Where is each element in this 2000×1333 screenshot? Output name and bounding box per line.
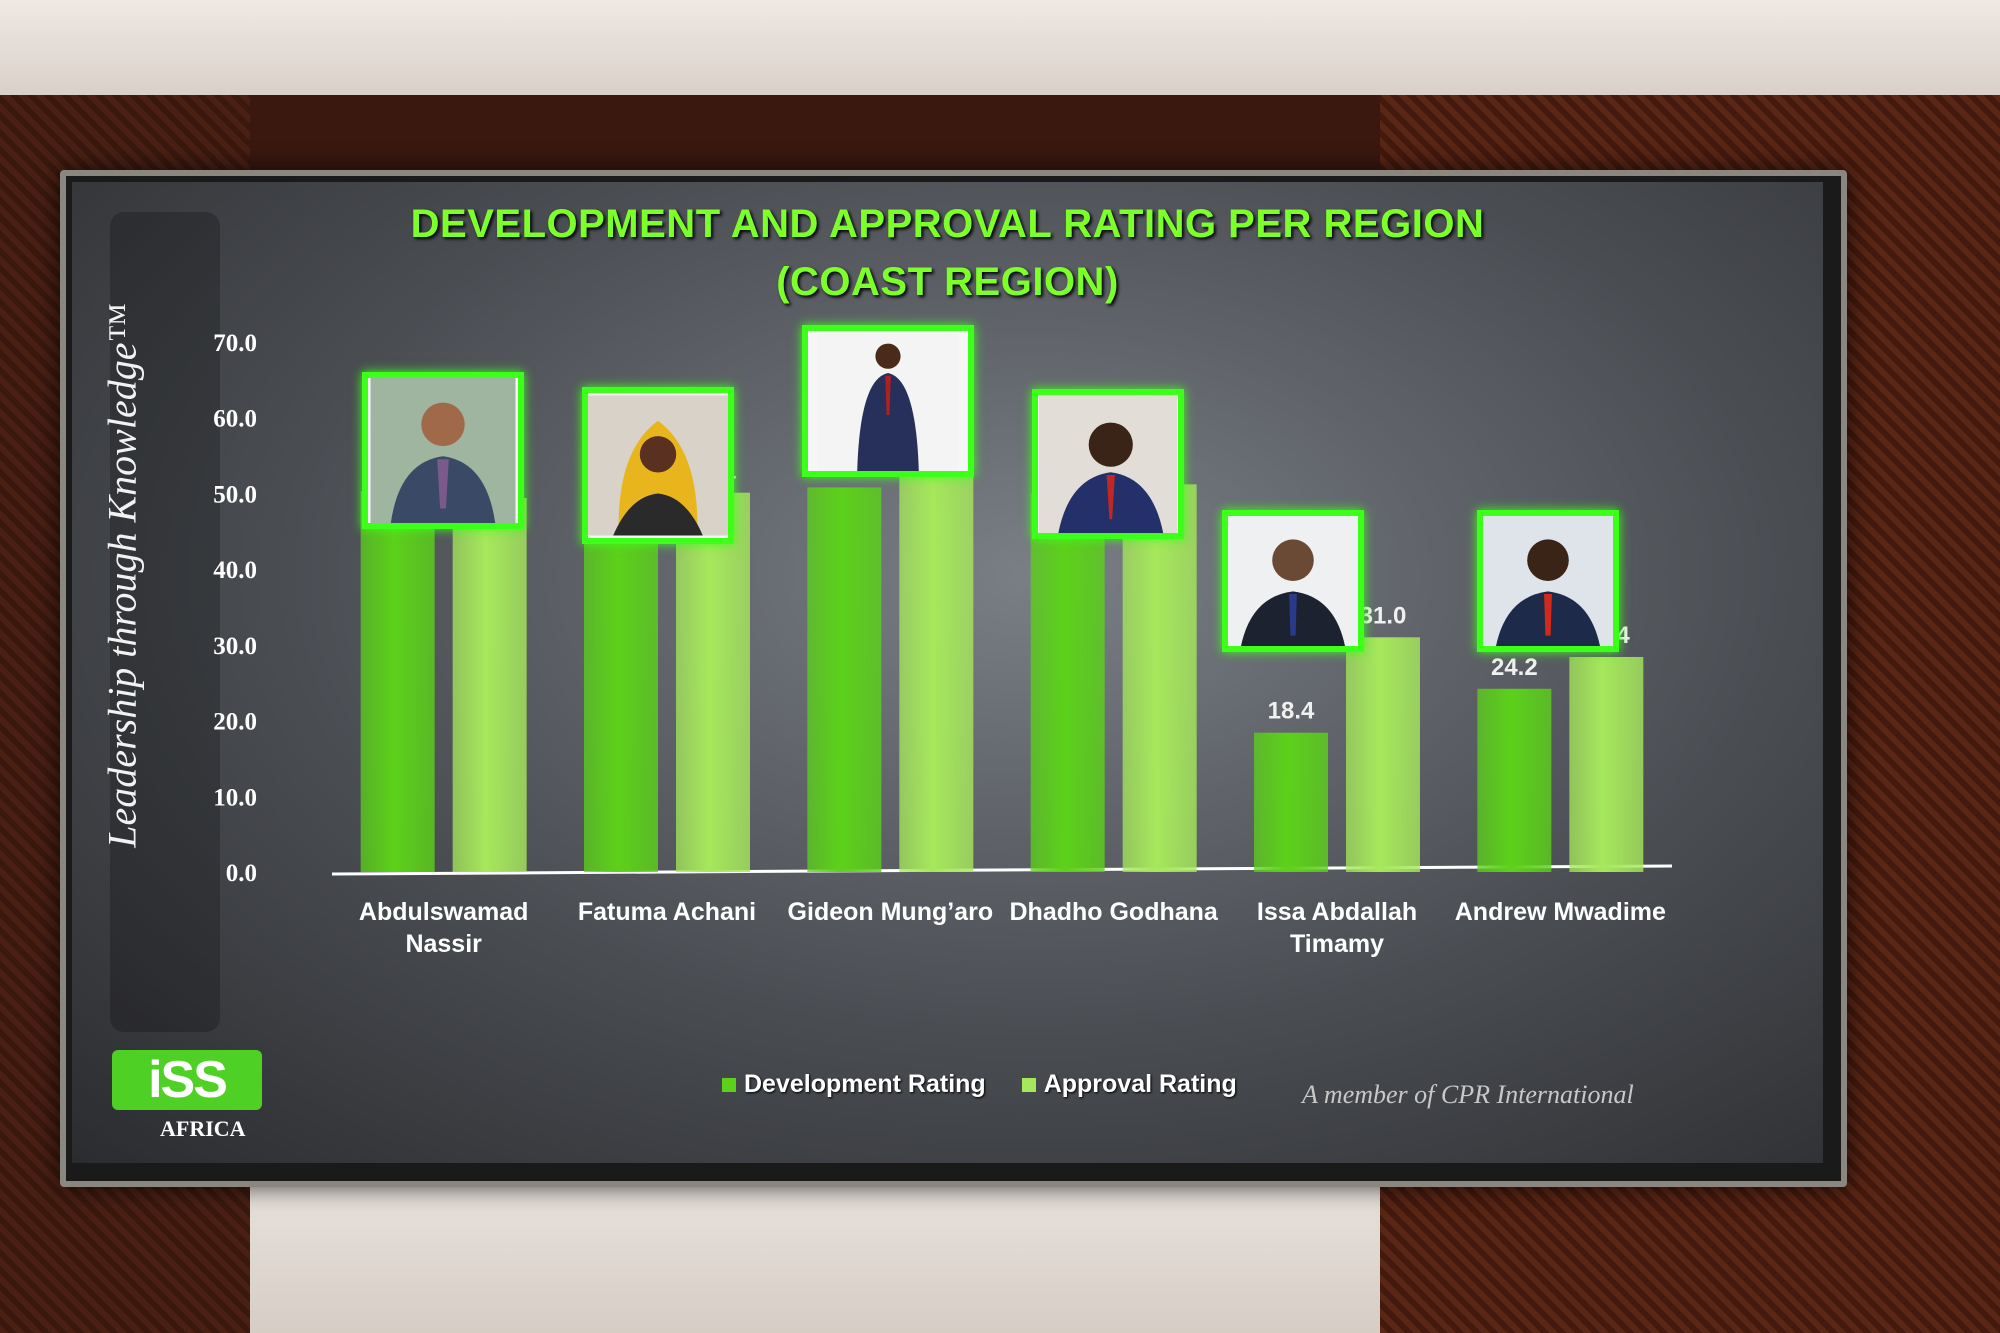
photo-andrew-mwadime: [1477, 510, 1619, 652]
photo-issa-abdallah-timamy: [1222, 510, 1364, 652]
slide-screen: Leadership through Knowledge™ DEVELOPMEN…: [72, 182, 1823, 1163]
chart-title: DEVELOPMENT AND APPROVAL RATING PER REGI…: [410, 202, 1485, 246]
y-tick-label: 10.0: [213, 784, 257, 811]
wall-bottom: [250, 1180, 1380, 1333]
sidebar-band: [110, 212, 220, 1032]
x-axis-line: [331, 864, 1673, 876]
legend-item-development: Development Rating: [722, 1070, 986, 1099]
bar: [1030, 493, 1105, 872]
x-tick-label: Dhadho Godhana: [1010, 898, 1219, 926]
wall-top: [0, 0, 2000, 95]
legend-label-development: Development Rating: [744, 1070, 986, 1098]
bar: [899, 429, 974, 872]
bar: [1569, 656, 1644, 872]
y-tick-label: 70.0: [213, 330, 257, 357]
chart-legend: Development Rating Approval Rating: [722, 1070, 1237, 1099]
y-tick-label: 50.0: [213, 481, 257, 508]
x-tick-label: Issa Abdallah: [1257, 898, 1417, 926]
legend-item-approval: Approval Rating: [1021, 1070, 1237, 1099]
bar: [1254, 732, 1328, 872]
y-tick-label: 30.0: [213, 633, 257, 660]
legend-swatch-approval: [1021, 1077, 1036, 1092]
x-tick-label: Andrew Mwadime: [1455, 898, 1666, 926]
data-label: 24.2: [1491, 654, 1538, 681]
bar: [1477, 688, 1552, 872]
bar: [360, 491, 435, 872]
bar: [676, 492, 750, 872]
member-note: A member of CPR International: [1302, 1080, 1634, 1109]
data-label: 18.4: [1268, 698, 1315, 725]
y-tick-label: 0.0: [226, 860, 257, 887]
y-tick-label: 60.0: [213, 406, 257, 433]
y-tick-label: 20.0: [213, 709, 257, 736]
chart-subtitle: (COAST REGION): [776, 260, 1119, 304]
x-tick-label: Abdulswamad: [359, 898, 528, 926]
bar-chart: 0.010.020.030.040.050.060.070.050.349.4A…: [213, 330, 1673, 958]
legend-swatch-development: [722, 1077, 736, 1092]
x-tick-label: Gideon Mung’aro: [788, 898, 994, 926]
bar: [807, 487, 882, 872]
x-tick-label: Timamy: [1290, 930, 1384, 958]
photo-gideon-mungaro: [802, 325, 974, 477]
photo-dhadho-godhana: [1032, 389, 1184, 539]
legend-label-approval: Approval Rating: [1043, 1070, 1237, 1098]
x-tick-label: Nassir: [405, 930, 482, 958]
iss-africa-logo: iSS: [112, 1050, 262, 1110]
data-label: 31.0: [1360, 602, 1407, 629]
bar: [584, 538, 658, 872]
photo-abdulswamad-nassir: [362, 372, 524, 529]
bar: [452, 497, 527, 872]
photo-fatuma-achani: [582, 387, 734, 544]
logo-subtext: AFRICA: [160, 1116, 246, 1141]
bar: [1122, 484, 1197, 872]
y-tick-label: 40.0: [213, 557, 257, 584]
bar: [1346, 637, 1420, 872]
x-tick-label: Fatuma Achani: [578, 898, 756, 926]
